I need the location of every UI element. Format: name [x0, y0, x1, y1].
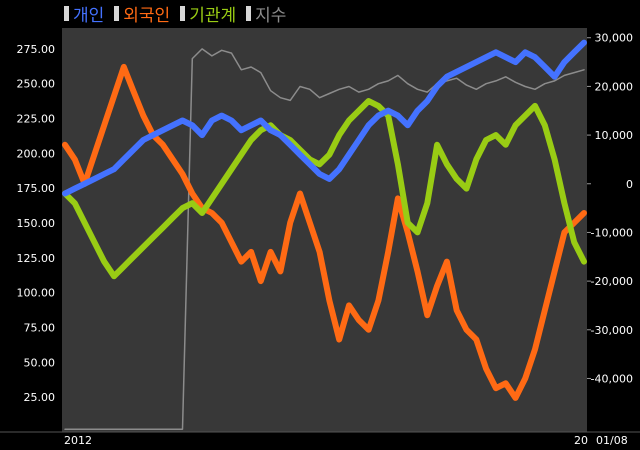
- right-tick-label: -30,000: [591, 324, 633, 337]
- left-tick-label: 75.00: [24, 322, 56, 335]
- right-tick-label: 30,000: [595, 32, 634, 45]
- right-tick-label: 20,000: [595, 80, 634, 93]
- legend-swatch: [180, 5, 186, 21]
- left-axis: 275.00 250.00 225.00 200.00 175.00 150.00 125.…: [17, 43, 56, 404]
- legend-label-foreign: 외국인: [123, 5, 171, 26]
- series-line-foreign: [62, 63, 587, 401]
- left-tick-label: 200.00: [17, 147, 56, 160]
- left-tick-label: 225.00: [17, 113, 56, 126]
- series-line-institution: [62, 98, 587, 280]
- left-tick-label: 150.00: [17, 217, 56, 230]
- legend-label-institution: 기관계: [189, 5, 237, 26]
- left-tick-label: 25.00: [24, 391, 56, 404]
- legend-swatch: [246, 5, 252, 21]
- x-label-cut: 20: [574, 434, 588, 447]
- right-tick-label: -40,000: [591, 372, 633, 385]
- right-tick-label: -10,000: [591, 226, 633, 239]
- legend-label-index: 지수: [255, 5, 287, 26]
- legend-swatch: [64, 5, 69, 21]
- legend: 개인 외국인 기관계 지수: [64, 1, 286, 26]
- series-group: [62, 39, 587, 430]
- left-tick-label: 125.00: [17, 252, 56, 265]
- right-tick-label: 0: [626, 178, 633, 191]
- legend-item-individual[interactable]: 개인: [64, 1, 104, 26]
- x-label-date: 01/08: [596, 434, 628, 447]
- right-tick-label: 10,000: [595, 129, 634, 142]
- left-tick-label: 250.00: [17, 78, 56, 91]
- legend-swatch: [114, 5, 120, 21]
- legend-item-foreign[interactable]: 외국인: [114, 1, 170, 26]
- right-axis: 30,000 20,000 10,000 0 -10,000 -20,000 -30,000…: [587, 32, 634, 385]
- plot-area: [62, 28, 587, 432]
- left-tick-label: 275.00: [17, 43, 56, 56]
- x-label-start: 2012: [64, 434, 92, 447]
- right-tick-label: -20,000: [591, 275, 633, 288]
- left-tick-label: 50.00: [24, 356, 56, 369]
- series-line-individual: [62, 39, 587, 197]
- series-line-index: [64, 48, 585, 430]
- legend-label-individual: 개인: [73, 5, 105, 26]
- left-tick-label: 175.00: [17, 182, 56, 195]
- legend-item-institution[interactable]: 기관계: [180, 1, 236, 26]
- left-tick-label: 100.00: [17, 287, 56, 300]
- legend-item-index[interactable]: 지수: [246, 1, 286, 26]
